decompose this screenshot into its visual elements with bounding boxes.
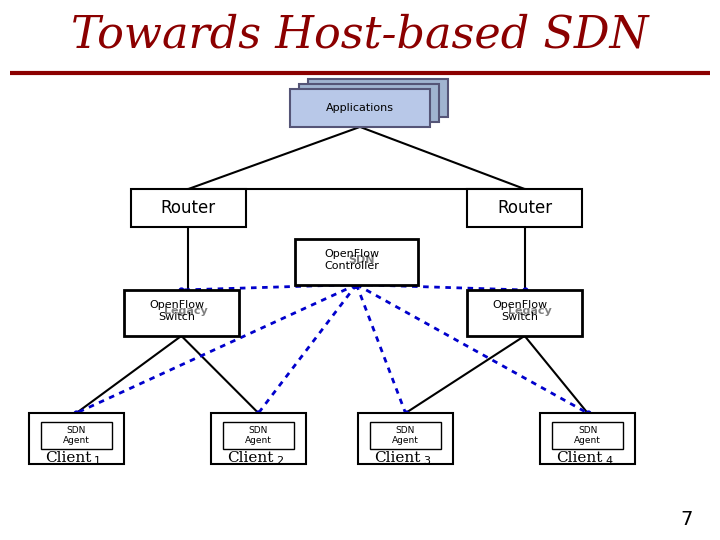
Text: Router: Router xyxy=(161,199,216,217)
Text: Legacy: Legacy xyxy=(164,306,208,316)
Text: Client: Client xyxy=(556,451,603,465)
FancyBboxPatch shape xyxy=(124,291,239,336)
Text: Client: Client xyxy=(374,451,420,465)
FancyBboxPatch shape xyxy=(299,84,439,122)
Text: OpenFlow
Controller: OpenFlow Controller xyxy=(324,249,379,271)
Text: Towards Host-based SDN: Towards Host-based SDN xyxy=(71,14,649,57)
Text: SDN
Agent: SDN Agent xyxy=(392,426,419,445)
FancyBboxPatch shape xyxy=(223,422,294,449)
Text: SDN
Agent: SDN Agent xyxy=(245,426,272,445)
Text: 3: 3 xyxy=(423,456,430,465)
Text: Applications: Applications xyxy=(326,103,394,113)
Text: Router: Router xyxy=(497,199,552,217)
Text: Client: Client xyxy=(227,451,273,465)
FancyBboxPatch shape xyxy=(295,239,418,285)
Text: Legacy: Legacy xyxy=(508,306,552,316)
FancyBboxPatch shape xyxy=(130,189,246,227)
FancyBboxPatch shape xyxy=(467,291,582,336)
FancyBboxPatch shape xyxy=(29,413,124,464)
FancyBboxPatch shape xyxy=(541,413,635,464)
Text: SDN: SDN xyxy=(348,255,374,265)
FancyBboxPatch shape xyxy=(290,89,430,127)
FancyBboxPatch shape xyxy=(359,413,453,464)
FancyBboxPatch shape xyxy=(41,422,112,449)
Text: SDN
Agent: SDN Agent xyxy=(63,426,90,445)
FancyBboxPatch shape xyxy=(211,413,306,464)
FancyBboxPatch shape xyxy=(467,189,582,227)
Text: SDN
Agent: SDN Agent xyxy=(575,426,601,445)
FancyBboxPatch shape xyxy=(308,79,449,117)
FancyBboxPatch shape xyxy=(552,422,623,449)
Text: OpenFlow
Switch: OpenFlow Switch xyxy=(492,300,547,322)
Text: Client: Client xyxy=(45,451,91,465)
Text: 2: 2 xyxy=(276,456,283,465)
Text: OpenFlow
Switch: OpenFlow Switch xyxy=(149,300,204,322)
FancyBboxPatch shape xyxy=(370,422,441,449)
Text: 4: 4 xyxy=(605,456,612,465)
Text: 1: 1 xyxy=(94,456,101,465)
Text: 7: 7 xyxy=(680,510,693,529)
